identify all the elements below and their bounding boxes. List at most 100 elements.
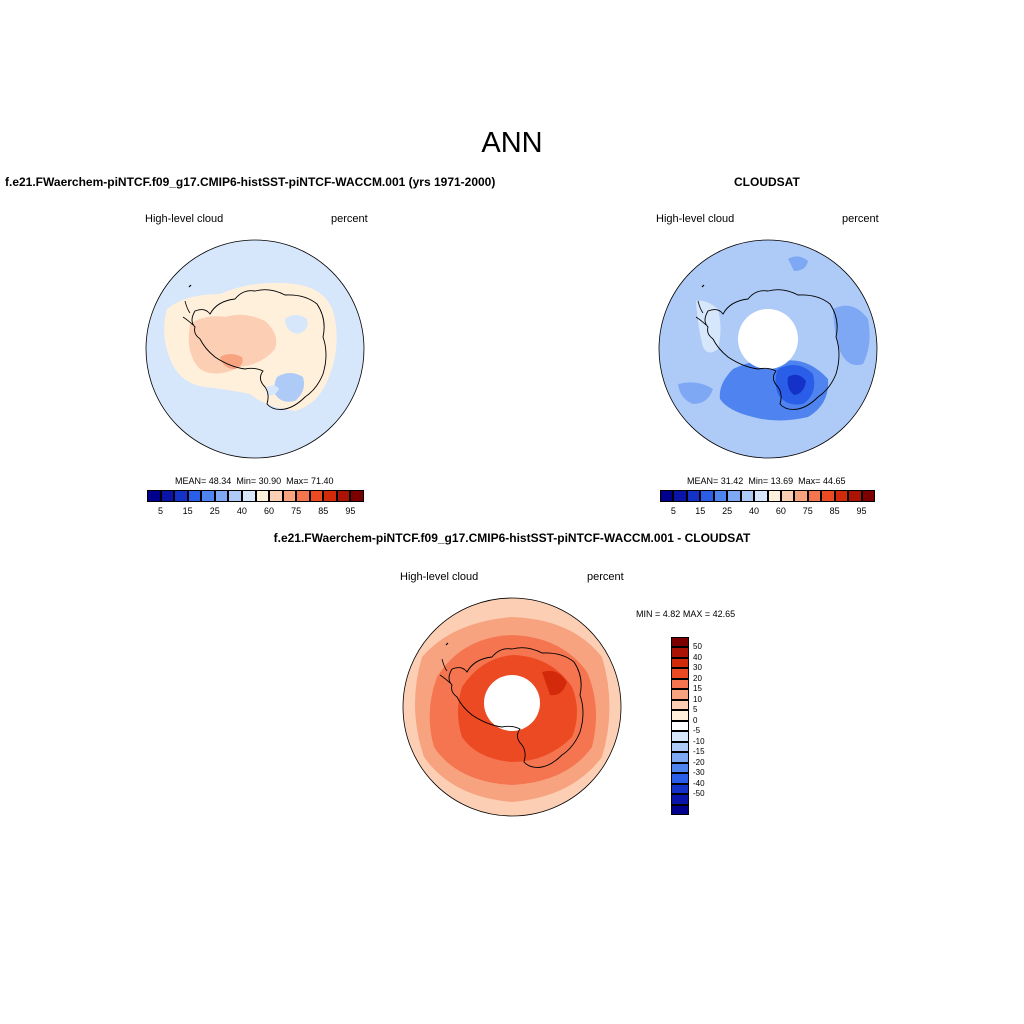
obs-panel-title: CLOUDSAT <box>734 175 800 189</box>
model-colorbar-swatch <box>174 490 188 502</box>
diff-units-label: percent <box>587 571 624 583</box>
diff-colorbar-tick-label: -15 <box>693 747 705 757</box>
diff-variable-label: High-level cloud <box>400 571 479 583</box>
obs-colorbar-swatch <box>754 490 768 502</box>
obs-colorbar-swatch <box>686 490 701 502</box>
obs-colorbar-swatch <box>807 490 822 502</box>
diff-colorbar-swatch <box>671 637 689 648</box>
model-colorbar-swatch <box>269 490 283 502</box>
obs-colorbar-swatch <box>834 490 849 502</box>
obs-mean-value: 31.42 <box>720 476 744 486</box>
obs-min-value: 13.69 <box>770 476 794 486</box>
model-colorbar-swatch <box>336 490 351 502</box>
obs-colorbar-tick-label: 25 <box>722 506 733 516</box>
diff-colorbar-tick-label: -5 <box>693 726 701 736</box>
diff-colorbar-tick-label: 50 <box>693 642 702 652</box>
model-colorbar-swatch <box>201 490 215 502</box>
model-colorbar-tick-label: 5 <box>158 506 164 516</box>
obs-colorbar-tick-label: 15 <box>695 506 706 516</box>
model-max-value: 71.40 <box>310 476 334 486</box>
model-colorbar-tick-label: 60 <box>264 506 275 516</box>
diff-colorbar-tick-label: 0 <box>693 715 698 725</box>
obs-colorbar-tick-label: 5 <box>670 506 676 516</box>
diff-colorbar-tick-label: -20 <box>693 757 705 767</box>
obs-colorbar-tick-label: 85 <box>829 506 840 516</box>
model-colorbar-swatch <box>350 490 364 502</box>
diff-colorbar-swatch <box>671 657 689 669</box>
model-colorbar-tick-label: 95 <box>345 506 356 516</box>
obs-stats: MEAN= 31.42 Min= 13.69 Max= 44.65 <box>687 476 845 486</box>
obs-colorbar-swatch <box>740 490 755 502</box>
model-colorbar-tick-label: 15 <box>182 506 193 516</box>
model-stats: MEAN= 48.34 Min= 30.90 Max= 71.40 <box>175 476 333 486</box>
obs-colorbar-swatch <box>794 490 808 502</box>
diff-colorbar-tick-label: -50 <box>693 789 705 799</box>
diff-colorbar-tick-label: -10 <box>693 736 705 746</box>
obs-colorbar-swatch <box>821 490 835 502</box>
obs-colorbar-tick-label: 95 <box>856 506 867 516</box>
model-colorbar-tick-label: 25 <box>209 506 220 516</box>
obs-colorbar-swatch <box>660 490 674 502</box>
model-colorbar-swatch <box>241 490 256 502</box>
model-colorbar-ticks: 5 15 25 40 60 75 85 95 <box>147 506 364 518</box>
model-min-label: Min= <box>236 476 257 486</box>
diff-colorbar-tick-label: 10 <box>693 694 702 704</box>
diff-max-label: MAX = <box>682 609 711 619</box>
diff-panel-title: f.e21.FWaerchem-piNTCF.f09_g17.CMIP6-his… <box>273 531 751 545</box>
model-colorbar-swatch <box>187 490 202 502</box>
model-units-label: percent <box>331 213 368 225</box>
obs-colorbar-swatch <box>727 490 741 502</box>
model-colorbar-swatch <box>214 490 229 502</box>
diff-min-value: 4.82 <box>662 609 681 619</box>
model-min-value: 30.90 <box>258 476 282 486</box>
diff-colorbar-swatch <box>671 762 689 774</box>
diff-colorbar-tick-label: 5 <box>693 705 698 715</box>
model-variable-label: High-level cloud <box>145 213 224 225</box>
obs-colorbar-swatch <box>848 490 862 502</box>
diff-colorbar-swatch <box>671 783 689 795</box>
diff-colorbar-swatch <box>671 720 689 732</box>
model-colorbar-swatch <box>160 490 175 502</box>
diff-colorbar-swatch <box>671 710 689 721</box>
diff-colorbar-swatch <box>671 699 689 711</box>
diff-colorbar-swatch <box>671 668 689 679</box>
model-colorbar <box>147 490 364 502</box>
diff-colorbar-swatch <box>671 804 689 815</box>
diff-polar-map <box>402 597 622 817</box>
diff-colorbar-swatch <box>671 773 689 784</box>
model-colorbar-swatch <box>323 490 337 502</box>
diff-colorbar-tick-label: 20 <box>693 673 702 683</box>
obs-max-label: Max= <box>798 476 821 486</box>
model-colorbar-swatch <box>255 490 270 502</box>
model-colorbar-swatch <box>282 490 297 502</box>
obs-mean-label: MEAN= <box>687 476 719 486</box>
diff-colorbar-swatch <box>671 678 689 690</box>
model-polar-map <box>145 239 365 459</box>
model-max-label: Max= <box>286 476 309 486</box>
model-colorbar-tick-label: 85 <box>318 506 329 516</box>
diff-colorbar-swatch <box>671 752 689 763</box>
obs-colorbar-ticks: 5 15 25 40 60 75 85 95 <box>660 506 875 518</box>
diff-colorbar-tick-label: 30 <box>693 663 702 673</box>
diff-colorbar-swatch <box>671 689 689 700</box>
model-colorbar-tick-label: 40 <box>236 506 247 516</box>
obs-min-label: Min= <box>748 476 769 486</box>
diff-colorbar-swatch <box>671 794 689 805</box>
diff-max-value: 42.65 <box>712 609 736 619</box>
obs-max-value: 44.65 <box>822 476 846 486</box>
obs-polar-map <box>658 239 878 459</box>
diff-colorbar-tick-label: -30 <box>693 768 705 778</box>
obs-colorbar-swatch <box>861 490 875 502</box>
obs-colorbar-tick-label: 40 <box>749 506 760 516</box>
diff-colorbar-tick-label: 15 <box>693 684 702 694</box>
obs-variable-label: High-level cloud <box>656 213 735 225</box>
diff-colorbar-swatch <box>671 647 689 658</box>
diff-colorbar <box>671 637 689 815</box>
obs-colorbar-swatch <box>713 490 728 502</box>
obs-units-label: percent <box>842 213 879 225</box>
obs-colorbar-tick-label: 60 <box>775 506 786 516</box>
model-panel-title: f.e21.FWaerchem-piNTCF.f09_g17.CMIP6-his… <box>5 175 496 189</box>
model-colorbar-swatch <box>296 490 310 502</box>
model-mean-label: MEAN= <box>175 476 207 486</box>
diff-colorbar-ticks: 50 40 30 20 15 10 5 0 -5 -10 -15 -20 -30 -40 -50 <box>693 637 733 815</box>
